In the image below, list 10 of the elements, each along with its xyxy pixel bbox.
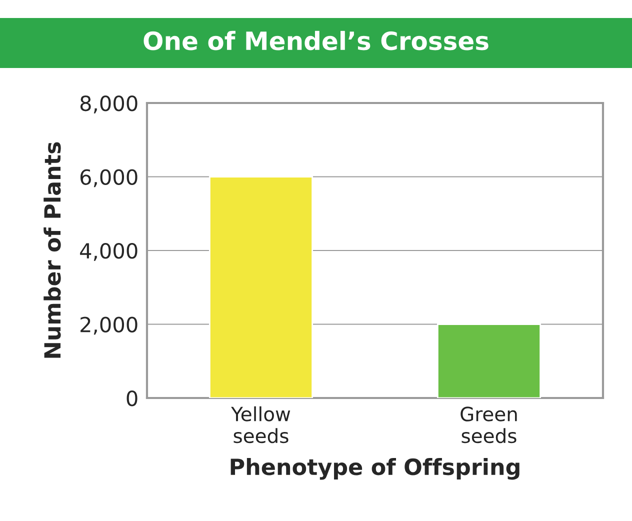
y-tick-label: 4,000 xyxy=(80,242,138,261)
y-tick-label: 6,000 xyxy=(80,169,138,188)
x-axis-title: Phenotype of Offspring xyxy=(230,458,520,480)
y-tick-label: 8,000 xyxy=(80,95,138,114)
y-tick-label: 2,000 xyxy=(80,316,138,335)
x-tick-label: Green seeds xyxy=(460,406,517,444)
chart-title: One of Mendel’s Crosses xyxy=(144,30,488,50)
y-axis-title: Number of Plants xyxy=(44,142,61,358)
y-tick-label: 0 xyxy=(126,390,138,406)
x-tick-label: Yellow seeds xyxy=(231,406,290,444)
